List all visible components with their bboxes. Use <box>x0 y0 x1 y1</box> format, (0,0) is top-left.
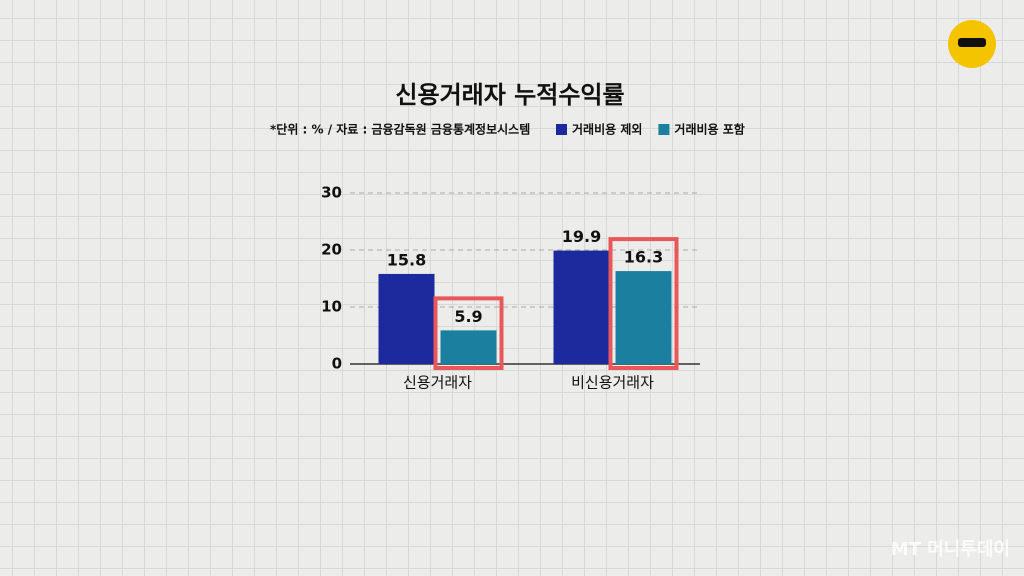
legend-label: 거래비용 제외 <box>572 122 642 137</box>
value-label: 5.9 <box>454 307 482 326</box>
y-tick-label: 30 <box>321 184 342 202</box>
logo-glasses <box>958 38 986 47</box>
chart-title: 신용거래자 누적수익률 <box>395 81 624 109</box>
y-tick-label: 10 <box>321 298 342 316</box>
value-label: 19.9 <box>562 227 601 246</box>
value-label: 15.8 <box>387 250 426 269</box>
bar <box>440 330 497 364</box>
legend-swatch <box>556 124 567 135</box>
highlight-box <box>608 237 679 370</box>
x-tick-label: 비신용거래자 <box>571 374 654 392</box>
bar <box>615 271 672 364</box>
value-label: 16.3 <box>624 248 663 267</box>
legend-label: 거래비용 포함 <box>674 122 744 137</box>
x-tick-label: 신용거래자 <box>403 374 472 392</box>
bar <box>378 273 435 364</box>
y-tick-label: 0 <box>332 355 342 373</box>
y-tick-label: 20 <box>321 241 342 259</box>
legend-swatch <box>658 124 670 135</box>
watermark: MT 머니투데이 <box>891 539 1010 560</box>
chart-subtitle: *단위 : % / 자료 : 금융감독원 금융통계정보시스템 <box>270 122 530 137</box>
bar <box>553 250 610 364</box>
highlight-box <box>433 296 504 370</box>
